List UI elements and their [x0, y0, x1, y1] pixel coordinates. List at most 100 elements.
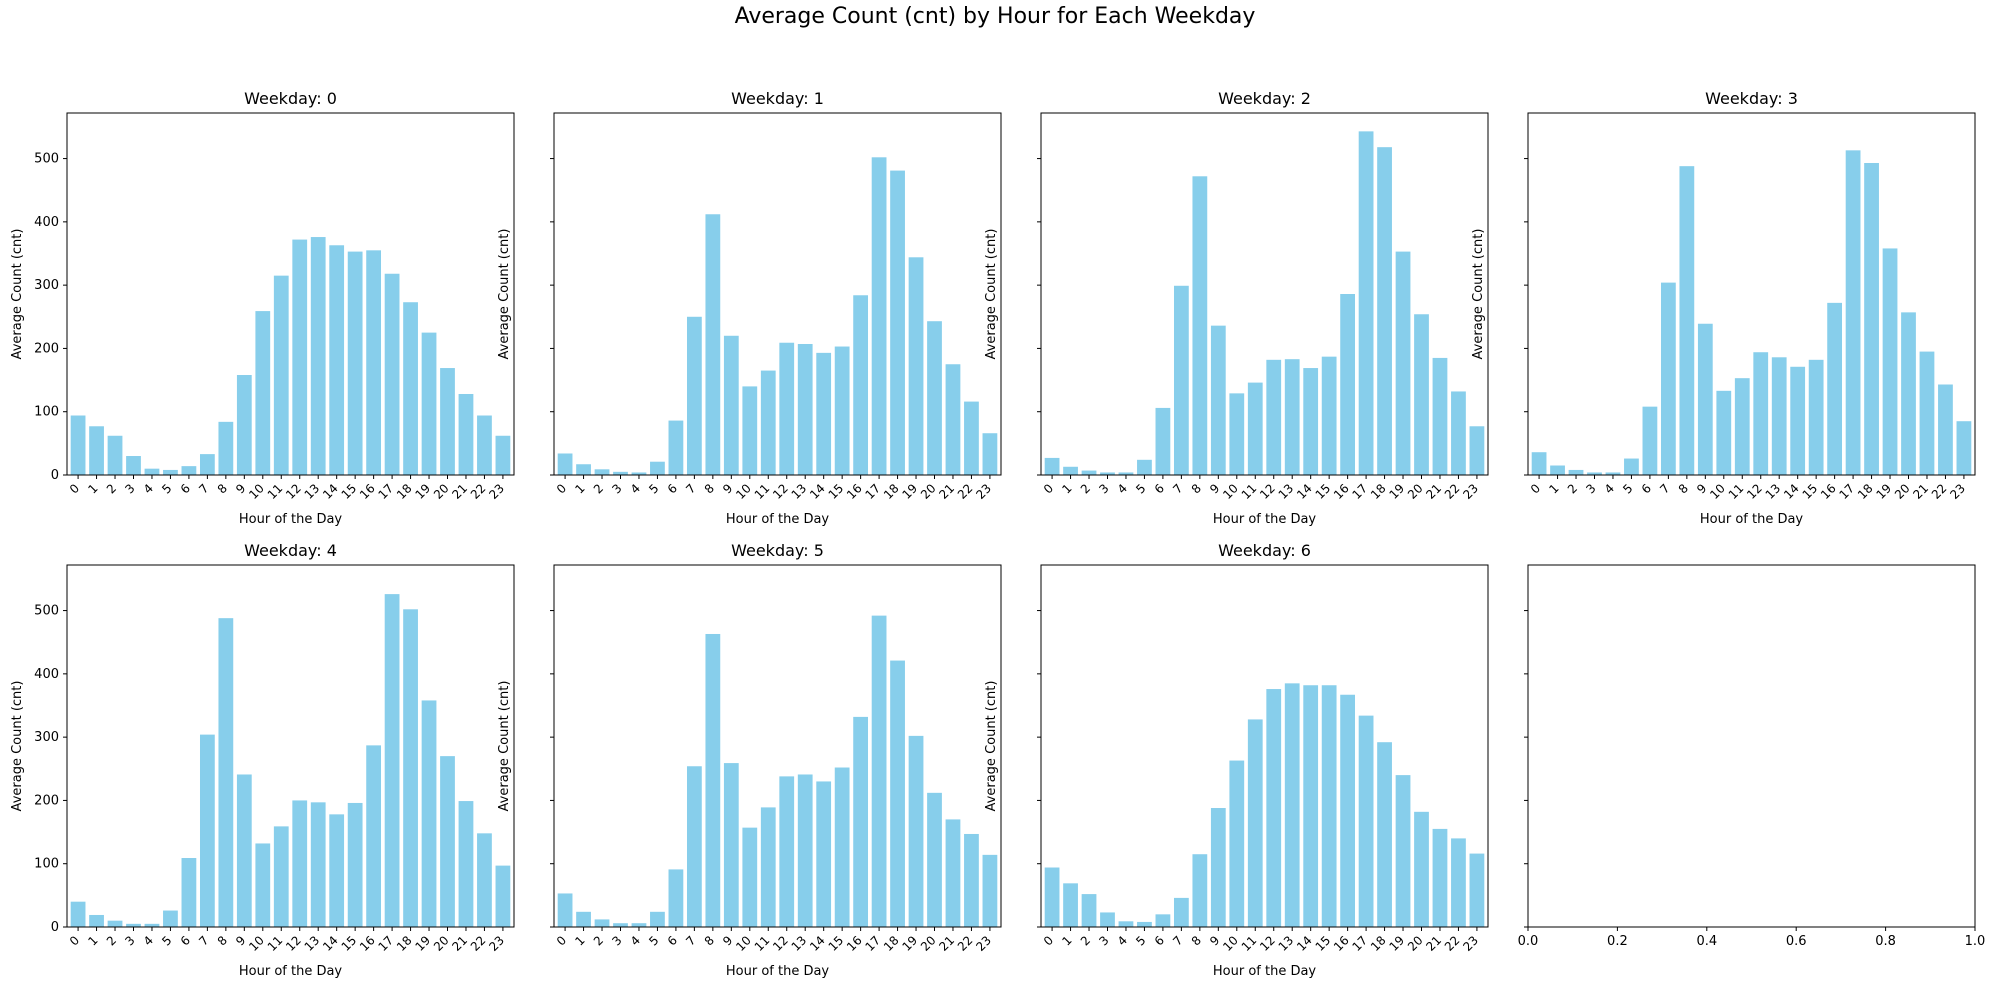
x-axis-label: Hour of the Day — [726, 512, 830, 527]
bar-hour-15 — [347, 802, 363, 927]
bar-hour-20 — [1414, 314, 1429, 475]
bar-hour-15 — [834, 767, 850, 927]
axes-frame — [1040, 564, 1489, 928]
bar-hour-11 — [1247, 382, 1263, 475]
x-tick-label: 0 — [1041, 933, 1056, 948]
x-tick-label: 7 — [196, 481, 211, 496]
bar-hour-19 — [421, 700, 437, 927]
bar-hour-1 — [1063, 883, 1078, 927]
bar-hour-12 — [292, 239, 308, 475]
x-tick-label: 0.6 — [1786, 934, 1807, 949]
bar-hour-13 — [1284, 683, 1300, 927]
bar-hour-20 — [440, 756, 455, 927]
y-axis-label: Average Count (cnt) — [497, 229, 512, 360]
bar-hour-8 — [218, 618, 234, 927]
x-tick-label: 6 — [178, 933, 193, 948]
bar-hour-0 — [557, 893, 573, 927]
bar-hour-1 — [576, 911, 591, 927]
axes-frame — [1527, 564, 1976, 928]
bar-hour-22 — [477, 415, 492, 475]
axes-frame — [1040, 112, 1489, 476]
axes-frame — [1527, 112, 1976, 476]
bar-hour-12 — [1266, 689, 1282, 927]
y-tick-label: 0 — [51, 468, 59, 483]
axes-frame — [553, 112, 1002, 476]
bar-hour-2 — [1568, 469, 1584, 475]
x-tick-label: 2 — [1078, 481, 1093, 496]
x-tick-label: 5 — [159, 481, 174, 496]
x-axis-label: Hour of the Day — [726, 964, 830, 979]
bar-hour-18 — [403, 302, 418, 475]
bar-hour-13 — [797, 774, 813, 927]
bar-hour-17 — [871, 157, 887, 475]
x-tick-label: 1 — [572, 481, 587, 496]
x-axis-label: Hour of the Day — [239, 512, 343, 527]
x-axis-label: Hour of the Day — [1213, 512, 1317, 527]
bar-hour-17 — [1845, 150, 1861, 475]
x-tick-label: 5 — [1133, 481, 1148, 496]
bar-hour-17 — [384, 594, 400, 927]
y-axis-label: Average Count (cnt) — [1471, 229, 1486, 360]
bar-hour-3 — [1100, 472, 1115, 475]
bar-hour-5 — [163, 469, 178, 475]
bar-hour-10 — [255, 311, 271, 475]
bar-hour-0 — [1531, 452, 1547, 475]
subplot-title: Weekday: 0 — [244, 89, 337, 108]
x-tick-label: 2 — [104, 933, 119, 948]
bar-hour-13 — [310, 802, 326, 927]
bar-hour-8 — [705, 214, 721, 476]
x-tick-label: 2 — [1565, 481, 1580, 496]
bar-hour-6 — [181, 466, 197, 475]
x-tick-label: 1 — [1059, 481, 1074, 496]
x-tick-label: 6 — [178, 481, 193, 496]
bar-hour-18 — [890, 660, 905, 927]
bar-hour-23 — [1956, 421, 1972, 475]
bar-hour-2 — [594, 919, 610, 927]
bar-hour-13 — [1284, 359, 1300, 475]
bar-hour-22 — [1451, 391, 1466, 475]
x-tick-label: 23 — [1947, 481, 1968, 502]
bar-hour-3 — [613, 471, 628, 475]
bar-hour-15 — [1321, 685, 1337, 927]
y-tick-label: 300 — [34, 730, 59, 745]
bar-hour-3 — [126, 456, 141, 475]
bar-hour-8 — [1679, 166, 1695, 476]
bar-hour-9 — [723, 335, 739, 475]
bar-hour-15 — [347, 251, 363, 475]
axes-frame — [553, 564, 1002, 928]
x-tick-label: 1.0 — [1965, 934, 1986, 949]
x-tick-label: 23 — [973, 933, 994, 954]
x-tick-label: 7 — [1170, 481, 1185, 496]
bar-hour-22 — [1938, 384, 1953, 475]
bar-hour-5 — [1137, 921, 1152, 927]
bar-hour-21 — [1432, 828, 1448, 927]
x-tick-label: 8 — [215, 933, 230, 948]
bar-hour-0 — [1044, 457, 1060, 475]
x-tick-label: 6 — [665, 481, 680, 496]
subplot-title: Weekday: 2 — [1218, 89, 1311, 108]
bar-hour-4 — [144, 468, 160, 475]
x-axis-label: Hour of the Day — [1213, 964, 1317, 979]
subplot-0: Weekday: 00 1 2 3 4 5 6 7 8 910111213141516171819… — [10, 89, 515, 527]
x-tick-label: 7 — [1657, 481, 1672, 496]
x-tick-label: 9 — [1207, 933, 1222, 948]
bar-hour-11 — [1247, 719, 1263, 927]
y-tick-label: 200 — [34, 341, 59, 356]
bar-hour-23 — [495, 435, 511, 475]
x-tick-label: 23 — [486, 933, 507, 954]
x-tick-label: 3 — [122, 481, 137, 496]
bar-hour-0 — [557, 453, 573, 475]
bar-hour-1 — [89, 914, 104, 927]
bar-hour-10 — [742, 386, 758, 475]
bar-hour-11 — [760, 807, 776, 927]
subplot-title: Weekday: 3 — [1705, 89, 1798, 108]
x-tick-label: 6 — [1639, 481, 1654, 496]
bar-hour-5 — [163, 910, 178, 927]
bar-hour-13 — [1771, 357, 1787, 475]
bar-hour-0 — [70, 415, 86, 475]
bar-hour-10 — [255, 843, 271, 927]
bar-hour-1 — [576, 464, 591, 475]
y-axis-label: Average Count (cnt) — [10, 681, 25, 812]
bar-hour-3 — [1100, 912, 1115, 927]
